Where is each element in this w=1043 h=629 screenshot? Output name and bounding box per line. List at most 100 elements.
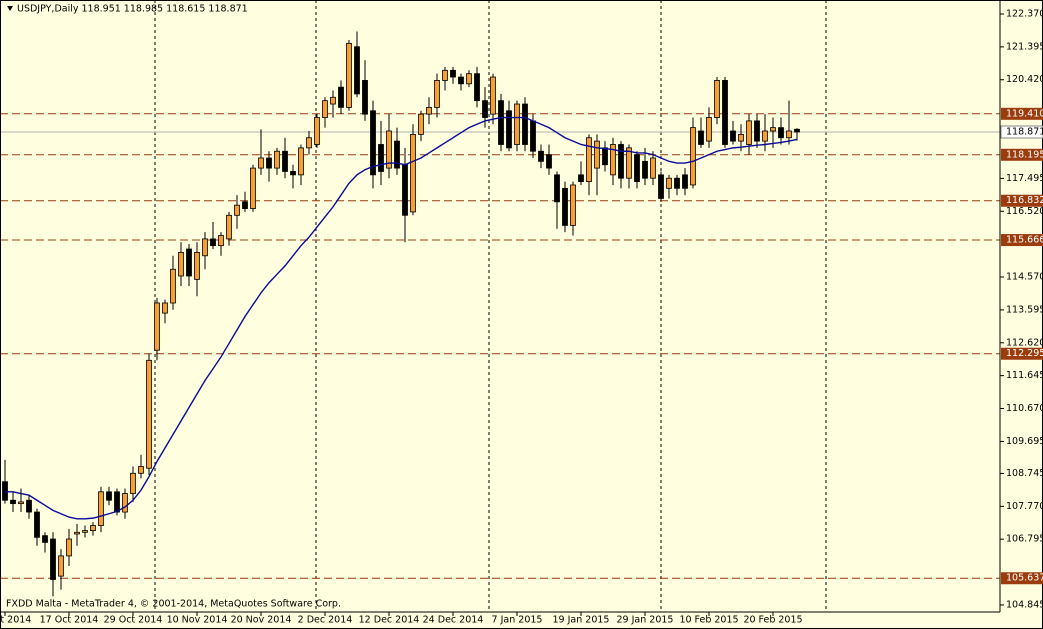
chart-title: USDJPY,Daily 118.951 118.985 118.615 118… xyxy=(17,4,248,15)
current-price-box xyxy=(1000,125,1043,139)
level-label: 119.410 xyxy=(1006,108,1043,119)
footer: FXDD Malta - MetaTrader 4, © 2001-2014, … xyxy=(6,599,341,610)
candle-body xyxy=(482,100,488,118)
candle-body xyxy=(226,214,232,240)
candle-body xyxy=(138,466,144,474)
candle-body xyxy=(58,555,64,577)
candle-body xyxy=(426,107,432,115)
level-label-box xyxy=(1001,234,1043,247)
candle-body xyxy=(346,42,352,108)
candle-body xyxy=(522,103,528,145)
candle-body xyxy=(250,167,256,209)
candle-body xyxy=(634,154,640,182)
level-label: 112.295 xyxy=(1006,348,1043,359)
candle-body xyxy=(666,177,672,189)
y-tick-label: 117.495 xyxy=(1006,173,1043,184)
x-tick-label: 17 Oct 2014 xyxy=(40,615,99,626)
candle-body xyxy=(362,80,368,115)
candle-body xyxy=(162,302,168,314)
candle-body xyxy=(386,130,392,169)
candle-body xyxy=(354,46,360,95)
candle-body xyxy=(370,110,376,176)
candle-body xyxy=(258,157,264,169)
level-label-box xyxy=(1001,148,1043,161)
y-tick-label: 116.520 xyxy=(1006,206,1043,217)
candle-body xyxy=(394,140,400,169)
candle-body xyxy=(274,150,280,169)
y-tick-label: 112.620 xyxy=(1006,337,1043,348)
candle-body xyxy=(74,531,80,535)
candle-body xyxy=(2,481,8,501)
candle-body xyxy=(594,140,600,169)
candle-body xyxy=(514,103,520,145)
candle-body xyxy=(186,248,192,277)
candle-body xyxy=(730,130,736,142)
candle-body xyxy=(50,538,56,580)
y-tick-label: 108.745 xyxy=(1006,468,1043,479)
candle-body xyxy=(794,128,800,133)
candle-body xyxy=(658,174,664,199)
candle-body xyxy=(418,113,424,135)
x-tick-label: 7 Jan 2015 xyxy=(492,615,543,626)
candle-body xyxy=(34,511,40,538)
candle-body xyxy=(434,80,440,108)
candle-body xyxy=(282,150,288,172)
candle-body xyxy=(130,472,136,494)
candle-body xyxy=(114,491,120,513)
candle-body xyxy=(690,127,696,186)
candle-body xyxy=(466,73,472,85)
candle-body xyxy=(402,164,408,216)
candle-body xyxy=(442,69,448,81)
candle-body xyxy=(90,525,96,531)
candle-body xyxy=(530,120,536,152)
x-tick-label: 19 Jan 2015 xyxy=(553,615,610,626)
candle-body xyxy=(378,144,384,172)
candle-body xyxy=(626,147,632,179)
candle-body xyxy=(202,238,208,257)
candle-body xyxy=(194,252,200,280)
candle-body xyxy=(490,76,496,115)
moving-average xyxy=(5,116,798,520)
y-tick-label: 109.695 xyxy=(1006,436,1043,447)
candle-body xyxy=(82,530,88,533)
x-tick-label: 10 Nov 2014 xyxy=(167,615,228,626)
candle-body xyxy=(218,235,224,247)
level-label: 115.666 xyxy=(1006,235,1043,246)
candle-body xyxy=(562,187,568,226)
candle-body xyxy=(314,117,320,145)
x-tick-label: 12 Dec 2014 xyxy=(359,615,420,626)
y-tick-label: 120.420 xyxy=(1006,74,1043,85)
candle-body xyxy=(618,144,624,179)
candle-body xyxy=(242,201,248,209)
candle-body xyxy=(42,535,48,543)
candle-body xyxy=(754,120,760,142)
candle-body xyxy=(322,100,328,118)
candle-body xyxy=(26,499,32,513)
candle-body xyxy=(738,133,744,142)
y-tick-label: 106.795 xyxy=(1006,534,1043,545)
level-label-box xyxy=(1001,347,1043,360)
x-tick-label: 29 Jan 2015 xyxy=(617,615,674,626)
candle-body xyxy=(650,157,656,179)
y-tick-label: 110.670 xyxy=(1006,403,1043,414)
candle-body xyxy=(338,86,344,108)
candle-body xyxy=(674,177,680,189)
candle-body xyxy=(10,499,16,505)
y-tick-label: 107.770 xyxy=(1006,501,1043,512)
candle-body xyxy=(506,110,512,149)
candle-body xyxy=(122,493,128,513)
level-label-box xyxy=(1001,194,1043,207)
x-tick-label: 10 Feb 2015 xyxy=(679,615,738,626)
candle-body xyxy=(210,238,216,247)
candle-body xyxy=(610,144,616,176)
candle-body xyxy=(170,268,176,304)
y-tick-label: 114.570 xyxy=(1006,272,1043,283)
y-tick-label: 122.370 xyxy=(1006,8,1043,19)
candle-body xyxy=(266,157,272,169)
candle-body xyxy=(778,127,784,139)
candle-body xyxy=(602,147,608,166)
x-tick-label: 20 Nov 2014 xyxy=(231,615,292,626)
level-label: 118.195 xyxy=(1006,149,1043,160)
x-tick-label: 24 Dec 2014 xyxy=(423,615,484,626)
candle-body xyxy=(762,130,768,142)
